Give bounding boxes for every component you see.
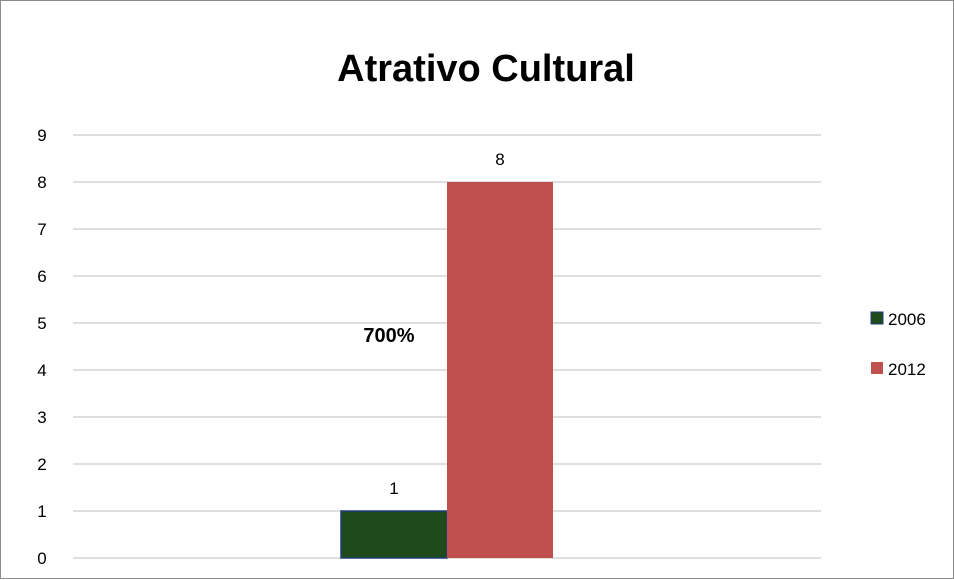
data-label-2012: 8 — [495, 150, 504, 169]
legend-label-2006: 2006 — [888, 310, 926, 329]
y-tick-label-1: 1 — [37, 502, 46, 521]
y-tick-label-8: 8 — [37, 173, 46, 192]
y-tick-label-2: 2 — [37, 455, 46, 474]
legend-label-2012: 2012 — [888, 360, 926, 379]
y-tick-label-5: 5 — [37, 314, 46, 333]
data-labels: 18 — [389, 150, 504, 498]
data-label-2006: 1 — [389, 479, 398, 498]
y-tick-label-3: 3 — [37, 408, 46, 427]
y-tick-label-0: 0 — [37, 549, 46, 568]
y-tick-label-7: 7 — [37, 220, 46, 239]
bars — [340, 182, 553, 559]
y-axis-tick-labels: 0 1 2 3 4 5 6 7 8 9 — [37, 126, 46, 568]
bar-2006 — [340, 510, 448, 559]
percent-change-annotation: 700% — [363, 325, 414, 347]
y-tick-label-9: 9 — [37, 126, 46, 145]
legend: 2006 2012 — [870, 310, 926, 379]
y-tick-label-4: 4 — [37, 361, 46, 380]
legend-swatch-2006 — [870, 311, 884, 325]
chart-title: Atrativo Cultural — [337, 48, 635, 90]
bar-2012 — [447, 182, 553, 558]
y-tick-label-6: 6 — [37, 267, 46, 286]
legend-swatch-2012 — [871, 362, 883, 374]
